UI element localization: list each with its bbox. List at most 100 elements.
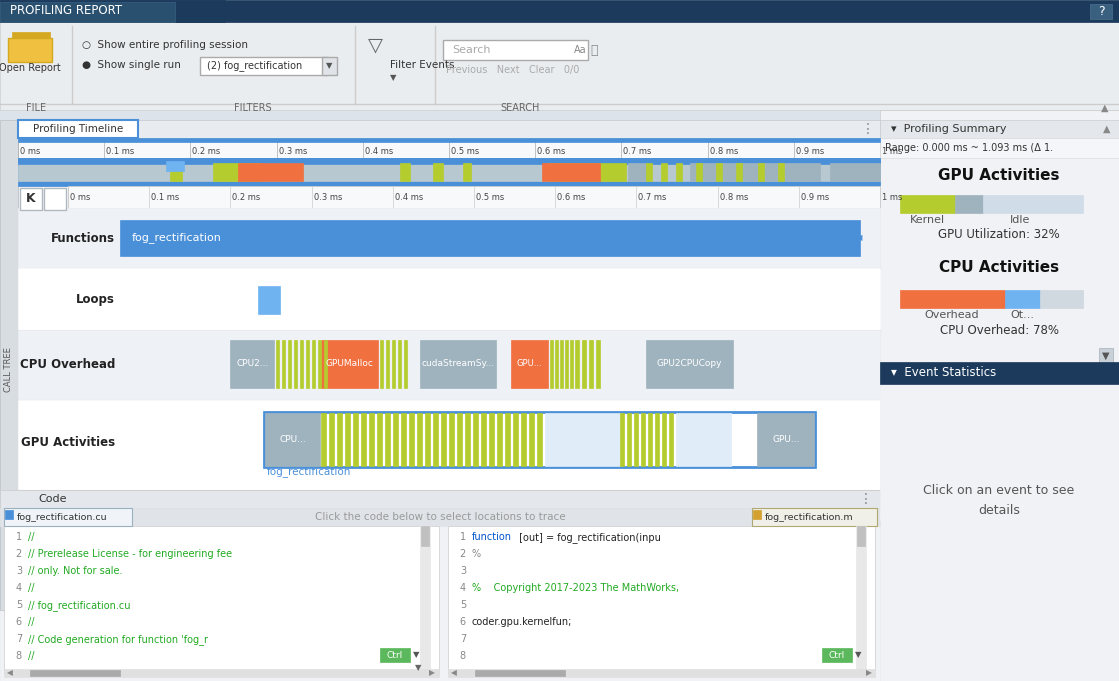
Text: GPU...: GPU... (517, 360, 543, 368)
Bar (0, 120, 18, 610)
Bar (213, 163, 261, 181)
Bar (570, 340, 573, 388)
Bar (443, 40, 587, 60)
Text: 1 ms: 1 ms (882, 146, 902, 155)
Bar (8, 38, 51, 62)
Text: CALL TREE: CALL TREE (4, 347, 13, 392)
Text: Loops: Loops (76, 293, 115, 306)
Bar (982, 195, 1083, 213)
Bar (542, 163, 600, 181)
Text: ◀: ◀ (451, 669, 457, 678)
Bar (68, 186, 880, 208)
Bar (529, 413, 535, 466)
Text: ▽: ▽ (367, 35, 383, 54)
Bar (200, 57, 328, 75)
Bar (521, 413, 526, 466)
Text: GPU Activities: GPU Activities (21, 436, 115, 449)
Text: fog_rectification.cu: fog_rectification.cu (17, 513, 107, 522)
Bar (778, 163, 784, 181)
Text: 0.9 ms: 0.9 ms (796, 146, 824, 155)
Text: 0.1 ms: 0.1 ms (106, 146, 134, 155)
Bar (0, 0, 225, 22)
Text: [out] = fog_rectification(inpu: [out] = fog_rectification(inpu (516, 532, 661, 543)
Bar (18, 208, 880, 268)
Text: GPUMalloc: GPUMalloc (326, 360, 374, 368)
Bar (18, 138, 880, 142)
Bar (386, 340, 389, 388)
Text: 0.2 ms: 0.2 ms (192, 146, 220, 155)
Bar (473, 413, 479, 466)
Bar (1099, 348, 1113, 364)
Bar (380, 340, 384, 388)
Bar (900, 195, 955, 213)
Bar (0, 22, 1119, 110)
Text: //: // (28, 583, 35, 593)
Text: ▼: ▼ (855, 650, 862, 659)
Text: 5: 5 (16, 600, 22, 610)
Bar (575, 340, 579, 388)
Text: Aa: Aa (574, 45, 586, 55)
Bar (0, 2, 175, 22)
Text: Open Report: Open Report (0, 63, 60, 73)
Text: CPU2...: CPU2... (236, 360, 269, 368)
Bar (120, 220, 861, 256)
Bar (696, 163, 702, 181)
Text: 0.9 ms: 0.9 ms (801, 193, 829, 202)
Bar (18, 186, 880, 490)
Text: fog_rectification.m: fog_rectification.m (765, 513, 854, 522)
Text: //: // (28, 532, 35, 542)
Bar (404, 340, 407, 388)
Bar (1090, 4, 1112, 19)
Bar (18, 158, 880, 164)
Text: 0.5 ms: 0.5 ms (451, 146, 479, 155)
Bar (338, 413, 342, 466)
Bar (399, 163, 410, 181)
Bar (394, 413, 398, 466)
Bar (620, 413, 624, 466)
Bar (641, 413, 646, 466)
Text: ⌕: ⌕ (590, 44, 598, 57)
Text: GPU2CPUCopy: GPU2CPUCopy (657, 360, 723, 368)
Bar (354, 413, 358, 466)
Bar (822, 648, 852, 662)
Bar (742, 163, 820, 181)
Text: ▲: ▲ (1102, 124, 1110, 134)
Text: ▶: ▶ (429, 669, 435, 678)
Text: ▲: ▲ (1101, 103, 1109, 113)
Text: // fog_rectification.cu: // fog_rectification.cu (28, 600, 131, 611)
Bar (421, 526, 429, 546)
Bar (322, 57, 337, 75)
Bar (758, 413, 815, 466)
Bar (282, 340, 285, 388)
Text: Ot...: Ot... (1010, 310, 1034, 320)
Bar (537, 413, 543, 466)
Bar (628, 163, 646, 181)
Bar (361, 413, 366, 466)
Bar (170, 163, 182, 181)
Text: ▾  Event Statistics: ▾ Event Statistics (891, 366, 996, 379)
Text: ⋮: ⋮ (861, 122, 875, 136)
Text: CPU Activities: CPU Activities (939, 261, 1059, 276)
Text: 0 ms: 0 ms (20, 146, 40, 155)
Bar (596, 340, 600, 388)
Bar (18, 158, 880, 186)
Bar (380, 648, 410, 662)
Bar (880, 120, 1119, 138)
Text: 4: 4 (460, 583, 466, 593)
Text: 4: 4 (16, 583, 22, 593)
Bar (548, 163, 626, 181)
Bar (0, 490, 880, 681)
Bar (0, 490, 880, 508)
Bar (369, 413, 375, 466)
Bar (646, 340, 733, 388)
Text: CPU...: CPU... (279, 436, 305, 445)
Text: 2: 2 (460, 549, 466, 559)
Bar (0, 22, 1119, 110)
Text: K: K (26, 193, 36, 206)
Bar (880, 384, 1119, 520)
Bar (44, 188, 66, 210)
Bar (258, 286, 281, 314)
Bar (231, 340, 274, 388)
Text: ?: ? (1098, 5, 1104, 18)
Bar (656, 413, 659, 466)
